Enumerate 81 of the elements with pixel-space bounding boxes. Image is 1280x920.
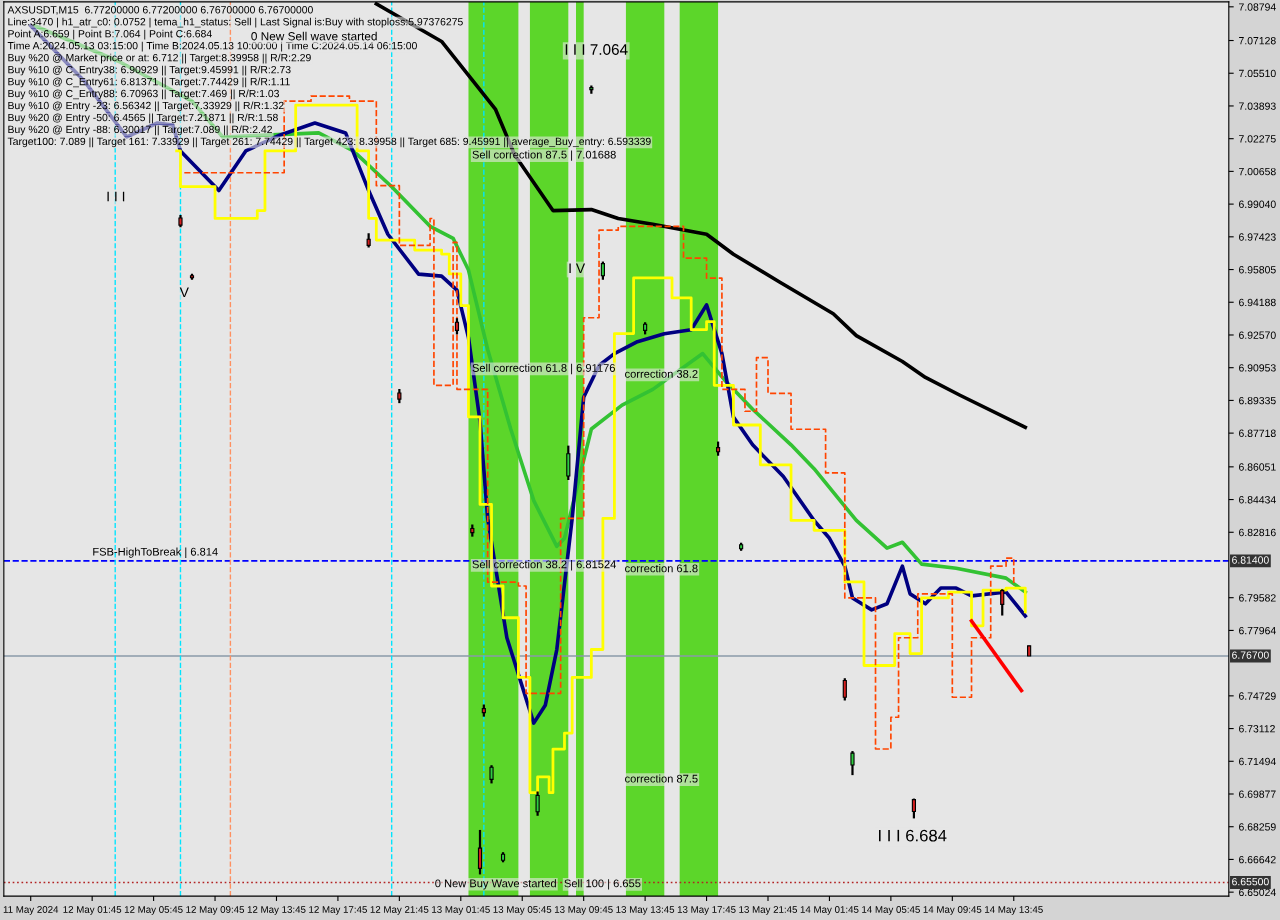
y-tick-label: 6.79582	[1239, 594, 1276, 602]
y-tick-label: 6.97423	[1239, 233, 1276, 241]
x-tick-label: 14 May 05:45	[862, 906, 920, 915]
candlestick	[477, 828, 483, 876]
x-tick-label: 12 May 01:45	[63, 906, 122, 915]
y-tick-label: 6.66642	[1239, 855, 1276, 864]
annotation: I I I 7.064	[565, 44, 628, 55]
y-tick-label: 6.71494	[1239, 757, 1276, 766]
annotation: Sell correction 87.5 | 7.01688	[472, 150, 616, 161]
annotation: Buy %10 @ C_Entry88: 6.70963 || Target:7.469 || R/R:1.03	[8, 89, 279, 100]
annotation: Buy %20 @ Entry -88: 6.30017 || Target:7.089 || R/R:2.42	[8, 125, 272, 136]
x-tick-label: 12 May 21:45	[370, 906, 429, 915]
x-tick-label: 13 May 01:45	[432, 906, 490, 915]
annotation: Line:3470 | h1_atr_c0: 0.0752 | tema_h1_status: Sell | Last Signal is:Buy with stoploss:5.97376275	[8, 17, 463, 28]
candlestick	[850, 749, 855, 777]
x-tick-label: 13 May 05:45	[493, 906, 552, 915]
y-tick-label: 7.02275	[1239, 135, 1276, 143]
annotation: 0 New Buy Wave started	[435, 879, 556, 890]
x-tick-label: 12 May 17:45	[309, 906, 367, 915]
y-tick-label: 6.82816	[1239, 528, 1276, 537]
annotation: Buy %20 @ Market price or at: 6.712 || Target:8.39958 || R/R:2.29	[8, 53, 311, 64]
y-tick-label: 7.05510	[1239, 69, 1276, 78]
x-tick-label: 13 May 13:45	[616, 906, 675, 915]
annotation: I I I	[107, 191, 125, 202]
y-tick-label: 6.73112	[1239, 725, 1275, 733]
annotation: 6.76700	[1232, 651, 1269, 659]
y-tick-label: 6.99040	[1239, 200, 1276, 208]
y-tick-label: 6.74729	[1239, 692, 1276, 700]
x-tick-label: 13 May 17:45	[677, 906, 736, 915]
annotation: Buy %10 @ C_Entry61: 6.81371 || Target:7.74429 || R/R:1.11	[8, 77, 290, 88]
annotation: V	[179, 287, 189, 298]
y-tick-label: 6.84434	[1239, 496, 1276, 504]
y-tick-label: 6.87718	[1239, 429, 1276, 437]
y-tick-label: 7.07128	[1239, 37, 1276, 45]
y-tick-label: 6.69877	[1239, 790, 1276, 798]
x-tick-label: 12 May 09:45	[186, 906, 245, 915]
annotation: correction 87.5	[625, 774, 698, 783]
annotation: correction 61.8	[625, 564, 698, 573]
annotation: Point A:6.659 | Point B:7.064 | Point C:6.684	[8, 29, 212, 40]
annotation: Buy %20 @ Entry -50: 6.4565 || Target:7.21871 || R/R:1.58	[8, 113, 278, 124]
y-tick-label: 7.03893	[1239, 102, 1276, 110]
x-tick-label: 13 May 21:45	[739, 906, 798, 915]
annotation: 0 New Sell wave started	[251, 31, 377, 41]
y-tick-label: 6.77964	[1239, 626, 1276, 635]
y-tick-label: 6.94188	[1239, 298, 1276, 307]
annotation: Sell correction 38.2 | 6.81524	[472, 560, 616, 571]
annotation: 6.65500	[1232, 877, 1269, 886]
x-tick-label: 14 May 09:45	[923, 906, 982, 915]
candlestick	[566, 444, 571, 482]
y-tick-label: 6.89335	[1239, 396, 1276, 405]
y-tick-label: 6.90953	[1239, 364, 1276, 372]
annotation: Sell correction 61.8 | 6.91176	[472, 363, 615, 375]
x-tick-label: 14 May 13:45	[985, 906, 1043, 915]
candlestick	[535, 790, 540, 817]
candlestick	[600, 260, 605, 281]
annotation: Target100: 7.089 || Target 161: 7.33929 || Target 261: 7.74429 || Target 423: 8.39958 || Target 685: 9.45991 || average_Buy_entry: 6.593339	[7, 137, 651, 148]
x-tick-label: 12 May 13:45	[247, 906, 306, 915]
x-tick-label: 14 May 01:45	[800, 906, 859, 915]
chart-title: AXSUSDT,M15 6.77200000 6.77200000 6.76700000 6.76700000	[7, 6, 313, 15]
y-tick-label: 6.65024	[1239, 888, 1276, 897]
candlestick	[842, 677, 847, 702]
candlestick	[489, 764, 494, 785]
annotation: Sell 100 | 6.655	[564, 879, 641, 890]
candlestick	[1000, 588, 1005, 617]
x-tick-label: 13 May 09:45	[554, 906, 613, 915]
annotation: Time A:2024.05.13 03:15:00 | Time B:2024.05.13 10:00:00 | Time C:2024.05.14 06:15:00	[7, 41, 417, 52]
annotation: I V	[569, 263, 586, 274]
annotation: I I I 6.684	[879, 829, 947, 842]
annotation: Buy %10 @ C_Entry38: 6.90929 || Target:9.45991 || R/R:2.73	[8, 65, 291, 76]
y-tick-label: 6.92570	[1239, 331, 1276, 339]
annotation: 6.81400	[1232, 556, 1269, 564]
annotation: Buy %10 @ Entry -23: 6.56342 || Target:7.33929 || R/R:1.32	[8, 101, 284, 112]
x-tick-label: 12 May 05:45	[124, 906, 183, 915]
x-tick-label: 11 May 2024	[3, 906, 59, 915]
y-tick-label: 6.68259	[1239, 823, 1276, 831]
annotation: correction 38.2	[625, 369, 698, 378]
y-tick-label: 6.95805	[1239, 266, 1276, 274]
y-tick-label: 7.08794	[1239, 3, 1276, 11]
ref-line-label: FSB-HighToBreak | 6.814	[93, 547, 218, 558]
y-tick-label: 6.86051	[1239, 463, 1276, 471]
y-tick-label: 7.00658	[1239, 167, 1276, 176]
